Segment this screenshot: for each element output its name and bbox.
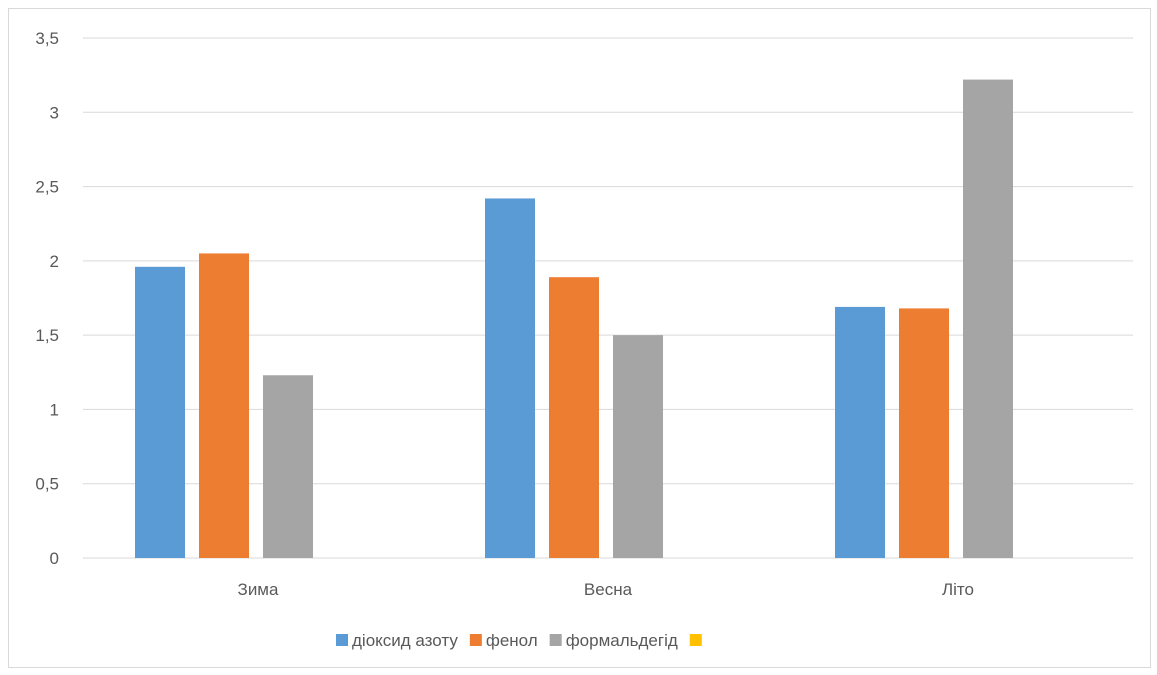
bar [135, 266, 185, 558]
y-axis-ticks: 0 0,5 1 1,5 2 2,5 3 3,5 [35, 29, 59, 568]
bar [549, 277, 599, 558]
bar [899, 308, 949, 558]
x-tick-label: Літо [942, 580, 974, 599]
bar [263, 375, 313, 558]
bar [199, 253, 249, 558]
chart-frame: 0 0,5 1 1,5 2 2,5 3 3,5 Зима Весна Літо діоксид а… [8, 8, 1151, 668]
x-tick-label: Весна [584, 580, 633, 599]
bar [613, 335, 663, 558]
bar [485, 198, 535, 558]
y-tick-label: 2 [50, 252, 59, 271]
y-tick-label: 1,5 [35, 326, 59, 345]
y-tick-label: 0 [50, 549, 59, 568]
legend-swatch [549, 634, 562, 646]
x-tick-label: Зима [238, 580, 279, 599]
grid-lines [83, 37, 1133, 559]
bar [963, 79, 1013, 558]
legend-label: діоксид азоту [352, 631, 458, 650]
bars [135, 79, 1013, 558]
legend-label: фенол [486, 631, 538, 650]
y-tick-label: 3,5 [35, 29, 59, 48]
y-tick-label: 0,5 [35, 475, 59, 494]
legend-swatch [689, 634, 702, 646]
legend-swatch [336, 634, 348, 646]
legend-swatch [469, 634, 482, 646]
x-axis-ticks: Зима Весна Літо [238, 580, 974, 599]
bar [835, 306, 885, 558]
y-tick-label: 3 [50, 103, 59, 122]
legend: діоксид азоту фенол формальдегід [336, 631, 702, 650]
y-tick-label: 2,5 [35, 178, 59, 197]
legend-label: формальдегід [566, 631, 678, 650]
y-tick-label: 1 [50, 400, 59, 419]
bar-chart: 0 0,5 1 1,5 2 2,5 3 3,5 Зима Весна Літо діоксид а… [35, 29, 1133, 650]
